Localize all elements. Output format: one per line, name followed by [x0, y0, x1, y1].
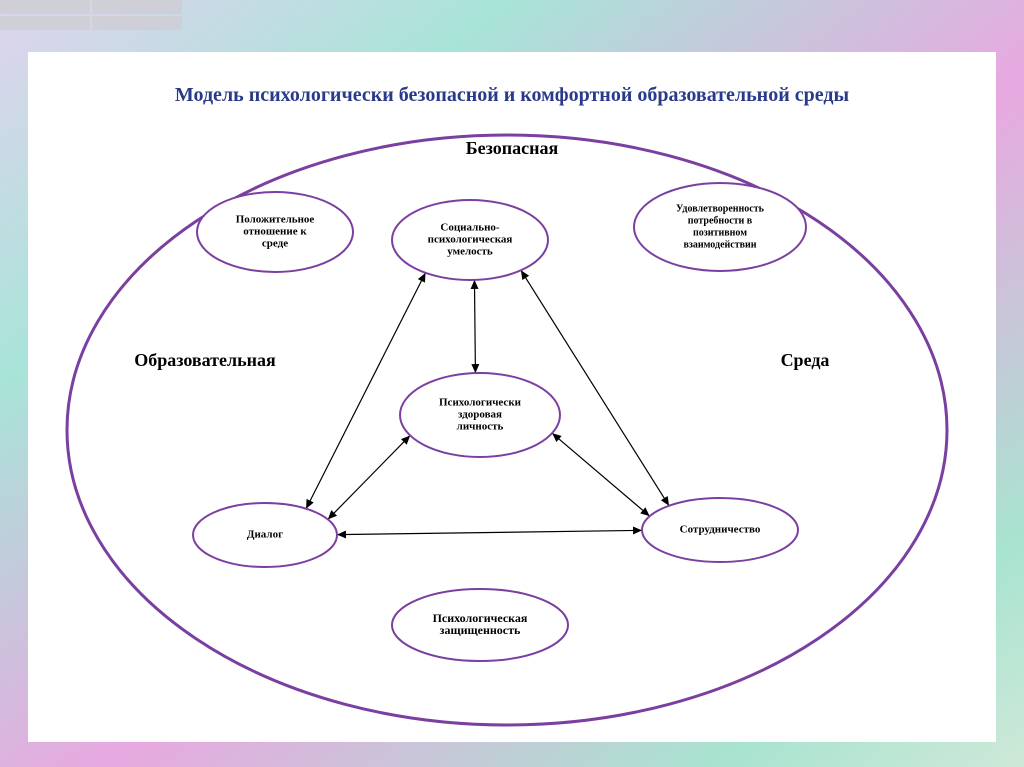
svg-text:Диалог: Диалог	[247, 529, 283, 541]
section-label-2: Среда	[685, 350, 925, 371]
node-pos_attitude: Положительноеотношение ксреде	[197, 192, 353, 272]
svg-text:Положительное: Положительное	[236, 214, 315, 226]
node-dialogue: Диалог	[193, 503, 337, 567]
svg-text:умелость: умелость	[447, 246, 493, 258]
slide-title: Модель психологически безопасной и комфо…	[0, 84, 1024, 107]
svg-text:отношение к: отношение к	[243, 226, 307, 238]
slide-root: Положительноеотношение ксреде Социально-п…	[0, 0, 1024, 767]
section-label-0: Безопасная	[392, 138, 632, 159]
section-label-1: Образовательная	[85, 350, 325, 371]
node-soc_psych: Социально-психологическаяумелость	[392, 200, 548, 280]
node-satisfaction: Удовлетворенностьпотребности впозитивном…	[634, 183, 806, 271]
svg-text:Психологически: Психологически	[439, 397, 522, 409]
node-cooperation: Сотрудничество	[642, 498, 798, 562]
node-personality: Психологическиздороваяличность	[400, 373, 560, 457]
svg-text:психологическая: психологическая	[428, 234, 513, 246]
node-protection: Психологическаязащищенность	[392, 589, 568, 661]
svg-text:Удовлетворенность: Удовлетворенность	[676, 203, 765, 214]
svg-text:Социально-: Социально-	[440, 222, 500, 234]
svg-text:здоровая: здоровая	[458, 409, 502, 421]
svg-text:личность: личность	[457, 421, 504, 433]
svg-text:потребности в: потребности в	[688, 215, 753, 226]
svg-text:среде: среде	[262, 238, 288, 250]
svg-text:взаимодействии: взаимодействии	[683, 239, 756, 250]
svg-text:защищенность: защищенность	[440, 623, 521, 637]
diagram-svg: Положительноеотношение ксреде Социально-п…	[0, 0, 1024, 767]
svg-text:Сотрудничество: Сотрудничество	[680, 524, 761, 536]
svg-text:позитивном: позитивном	[693, 227, 747, 238]
